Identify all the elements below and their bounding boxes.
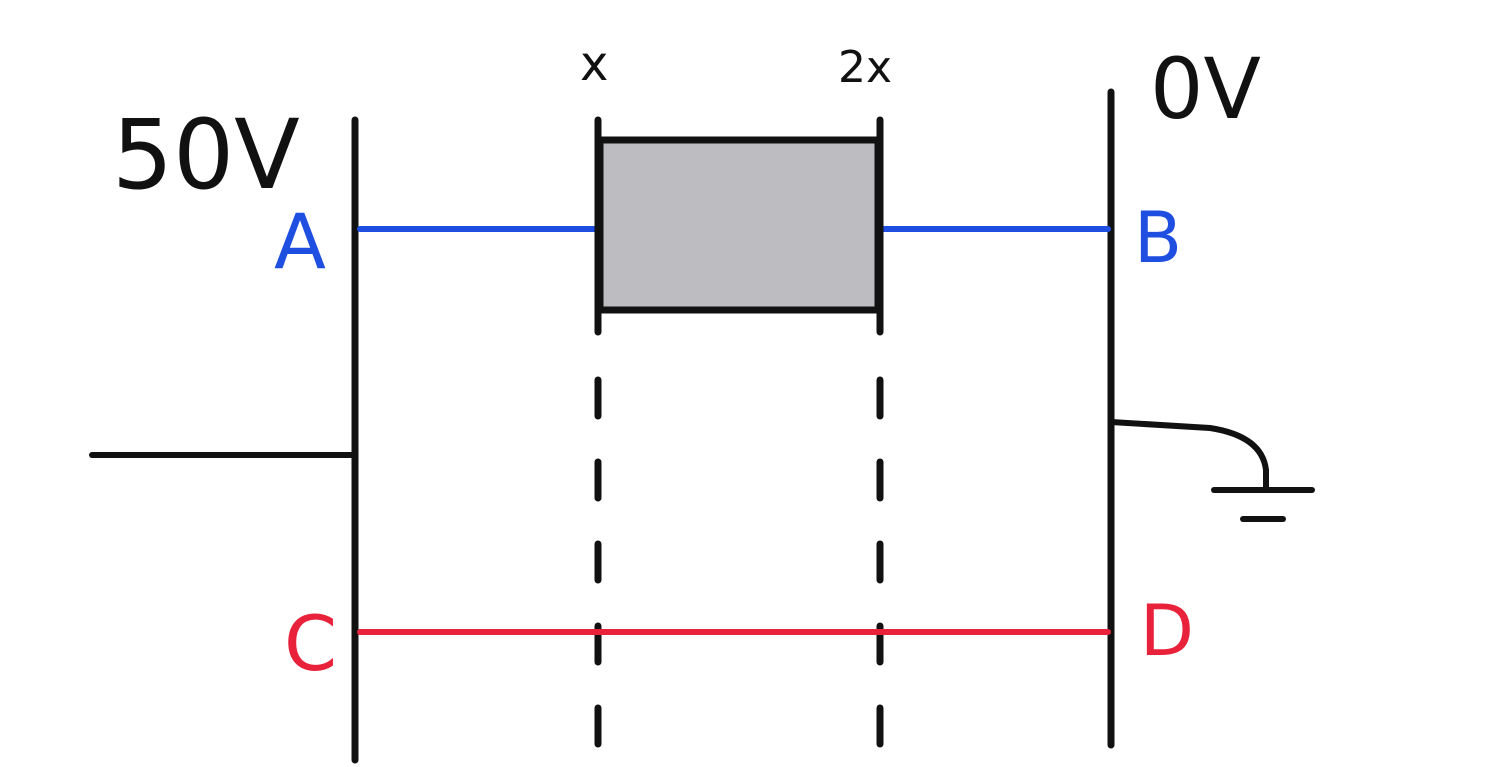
- two-x-marker-label: 2x: [838, 42, 892, 93]
- left-voltage-label: 50V: [112, 99, 300, 211]
- point-c-label: C: [284, 599, 337, 688]
- resistive-block: [596, 136, 882, 314]
- x-marker-label: x: [580, 36, 608, 92]
- ground-wire: [1108, 419, 1269, 490]
- right-voltage-label: 0V: [1150, 40, 1261, 138]
- point-b-label: B: [1134, 197, 1182, 279]
- point-a-label: A: [274, 197, 326, 286]
- point-d-label: D: [1140, 590, 1194, 672]
